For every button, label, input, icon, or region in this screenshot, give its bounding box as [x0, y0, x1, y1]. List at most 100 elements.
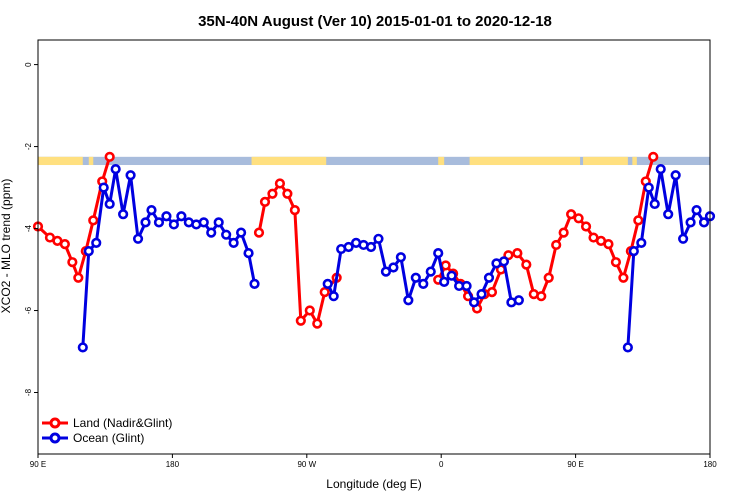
land-point-2-14: [543, 272, 554, 283]
x-tick-label-1: 180: [166, 460, 180, 469]
land-point-2-24: [618, 272, 629, 283]
chart-title: 35N-40N August (Ver 10) 2015-01-01 to 20…: [198, 13, 552, 30]
ocean-point-1-7: [373, 233, 384, 244]
ocean-point-2-8: [678, 233, 689, 244]
ocean-point-1-17: [446, 270, 457, 281]
ocean-point-0-20: [221, 229, 232, 240]
ocean-point-1-0: [322, 278, 333, 289]
ocean-point-1-10: [395, 252, 406, 263]
land-point-2-19: [580, 221, 592, 232]
strip-land-span-0: [38, 156, 83, 166]
ocean-point-1-16: [439, 276, 450, 287]
legend-label-land: Land (Nadir&Glint): [73, 416, 172, 430]
ocean-point-1-21: [476, 289, 487, 300]
land-point-2-10: [512, 248, 523, 259]
x-tick-label-0: 90 E: [30, 460, 46, 469]
land-point-1-7: [304, 305, 315, 316]
y-tick-label-2: -4: [24, 224, 33, 232]
land-point-0-9: [104, 151, 115, 162]
ocean-point-0-7: [125, 170, 136, 181]
land-point-1-6: [295, 315, 306, 326]
land-point-1-8: [312, 318, 323, 329]
ocean-point-0-14: [176, 211, 187, 222]
y-tick-label-1: -2: [24, 142, 33, 150]
ocean-point-1-22: [483, 272, 495, 283]
ocean-point-2-7: [670, 170, 681, 181]
land-point-1-2: [267, 188, 278, 199]
ocean-point-0-22: [235, 227, 247, 238]
ocean-point-2-6: [663, 209, 674, 220]
land-point-2-26: [633, 215, 644, 226]
legend-marker-land: [49, 417, 61, 429]
land-point-2-16: [558, 227, 569, 238]
y-tick-label-3: -6: [24, 306, 33, 314]
ocean-point-0-2: [91, 237, 102, 249]
strip-land-span-5: [583, 156, 628, 166]
ocean-point-1-11: [403, 295, 414, 306]
ocean-point-0-23: [243, 248, 254, 259]
ocean-point-0-8: [132, 233, 144, 244]
legend-marker-ocean: [49, 432, 61, 444]
legend-label-ocean: Ocean (Glint): [73, 431, 144, 445]
land-point-0-3: [59, 239, 70, 250]
x-axis: 90 E 180 90 W 0 90 E 180: [30, 454, 717, 469]
ocean-point-0-6: [118, 209, 129, 220]
ocean-point-1-12: [410, 272, 421, 283]
ocean-point-0-18: [206, 227, 217, 238]
ocean-point-0-0: [77, 342, 88, 353]
ocean-point-1-6: [365, 241, 377, 253]
land-point-2-23: [610, 257, 622, 268]
x-tick-label-2: 90 W: [297, 460, 316, 469]
ocean-point-2-2: [636, 237, 647, 249]
ocean-point-0-13: [168, 219, 179, 230]
ocean-point-0-24: [249, 278, 260, 289]
land-point-1-3: [274, 178, 286, 189]
y-axis: 0 -2 -4 -6 -8: [24, 62, 38, 396]
land-point-2-13: [536, 291, 547, 302]
ocean-point-1-8: [380, 266, 392, 277]
ocean-point-1-14: [425, 266, 436, 277]
ocean-point-2-1: [628, 245, 639, 257]
ocean-point-0-1: [83, 245, 94, 257]
strip-land-span-1: [88, 156, 94, 166]
land-point-0-5: [73, 272, 84, 283]
land-point-0-7: [88, 215, 99, 226]
x-tick-label-4: 90 E: [567, 460, 583, 469]
legend: Land (Nadir&Glint) Ocean (Glint): [42, 416, 172, 445]
land-point-1-0: [253, 227, 265, 238]
land-point-2-15: [551, 239, 562, 251]
land-point-2-7: [486, 286, 498, 298]
ocean-point-2-10: [691, 205, 702, 216]
land-point-2-22: [603, 239, 614, 250]
ocean-point-1-3: [343, 241, 354, 253]
land-ocean-strip: [38, 156, 710, 166]
ocean-point-0-17: [198, 217, 209, 228]
x-tick-label-5: 180: [703, 460, 717, 469]
strip-ocean: [38, 156, 710, 166]
ocean-point-1-15: [433, 248, 444, 259]
ocean-point-0-12: [161, 211, 172, 222]
ocean-point-2-0: [622, 342, 633, 353]
series-ocean: [77, 164, 716, 353]
ocean-line-2: [626, 167, 712, 348]
strip-land-span-6: [632, 156, 637, 166]
series-layer: [32, 151, 716, 353]
land-point-1-4: [282, 188, 293, 199]
ocean-point-1-1: [328, 291, 339, 302]
land-point-1-5: [289, 205, 300, 216]
ocean-point-2-9: [685, 217, 696, 228]
ocean-point-1-19: [461, 280, 472, 292]
y-tick-label-0: 0: [24, 62, 33, 67]
ocean-point-0-4: [104, 198, 115, 210]
ocean-point-0-21: [228, 237, 239, 249]
land-line-1: [257, 181, 338, 326]
ocean-point-2-5: [655, 164, 666, 175]
y-tick-label-4: -8: [24, 388, 33, 396]
ocean-point-0-5: [110, 164, 121, 175]
strip-land-span-3: [438, 156, 445, 166]
land-point-2-1: [440, 260, 451, 271]
x-tick-label-3: 0: [439, 460, 444, 469]
ocean-point-2-11: [698, 217, 710, 228]
land-point-2-17: [566, 209, 577, 220]
